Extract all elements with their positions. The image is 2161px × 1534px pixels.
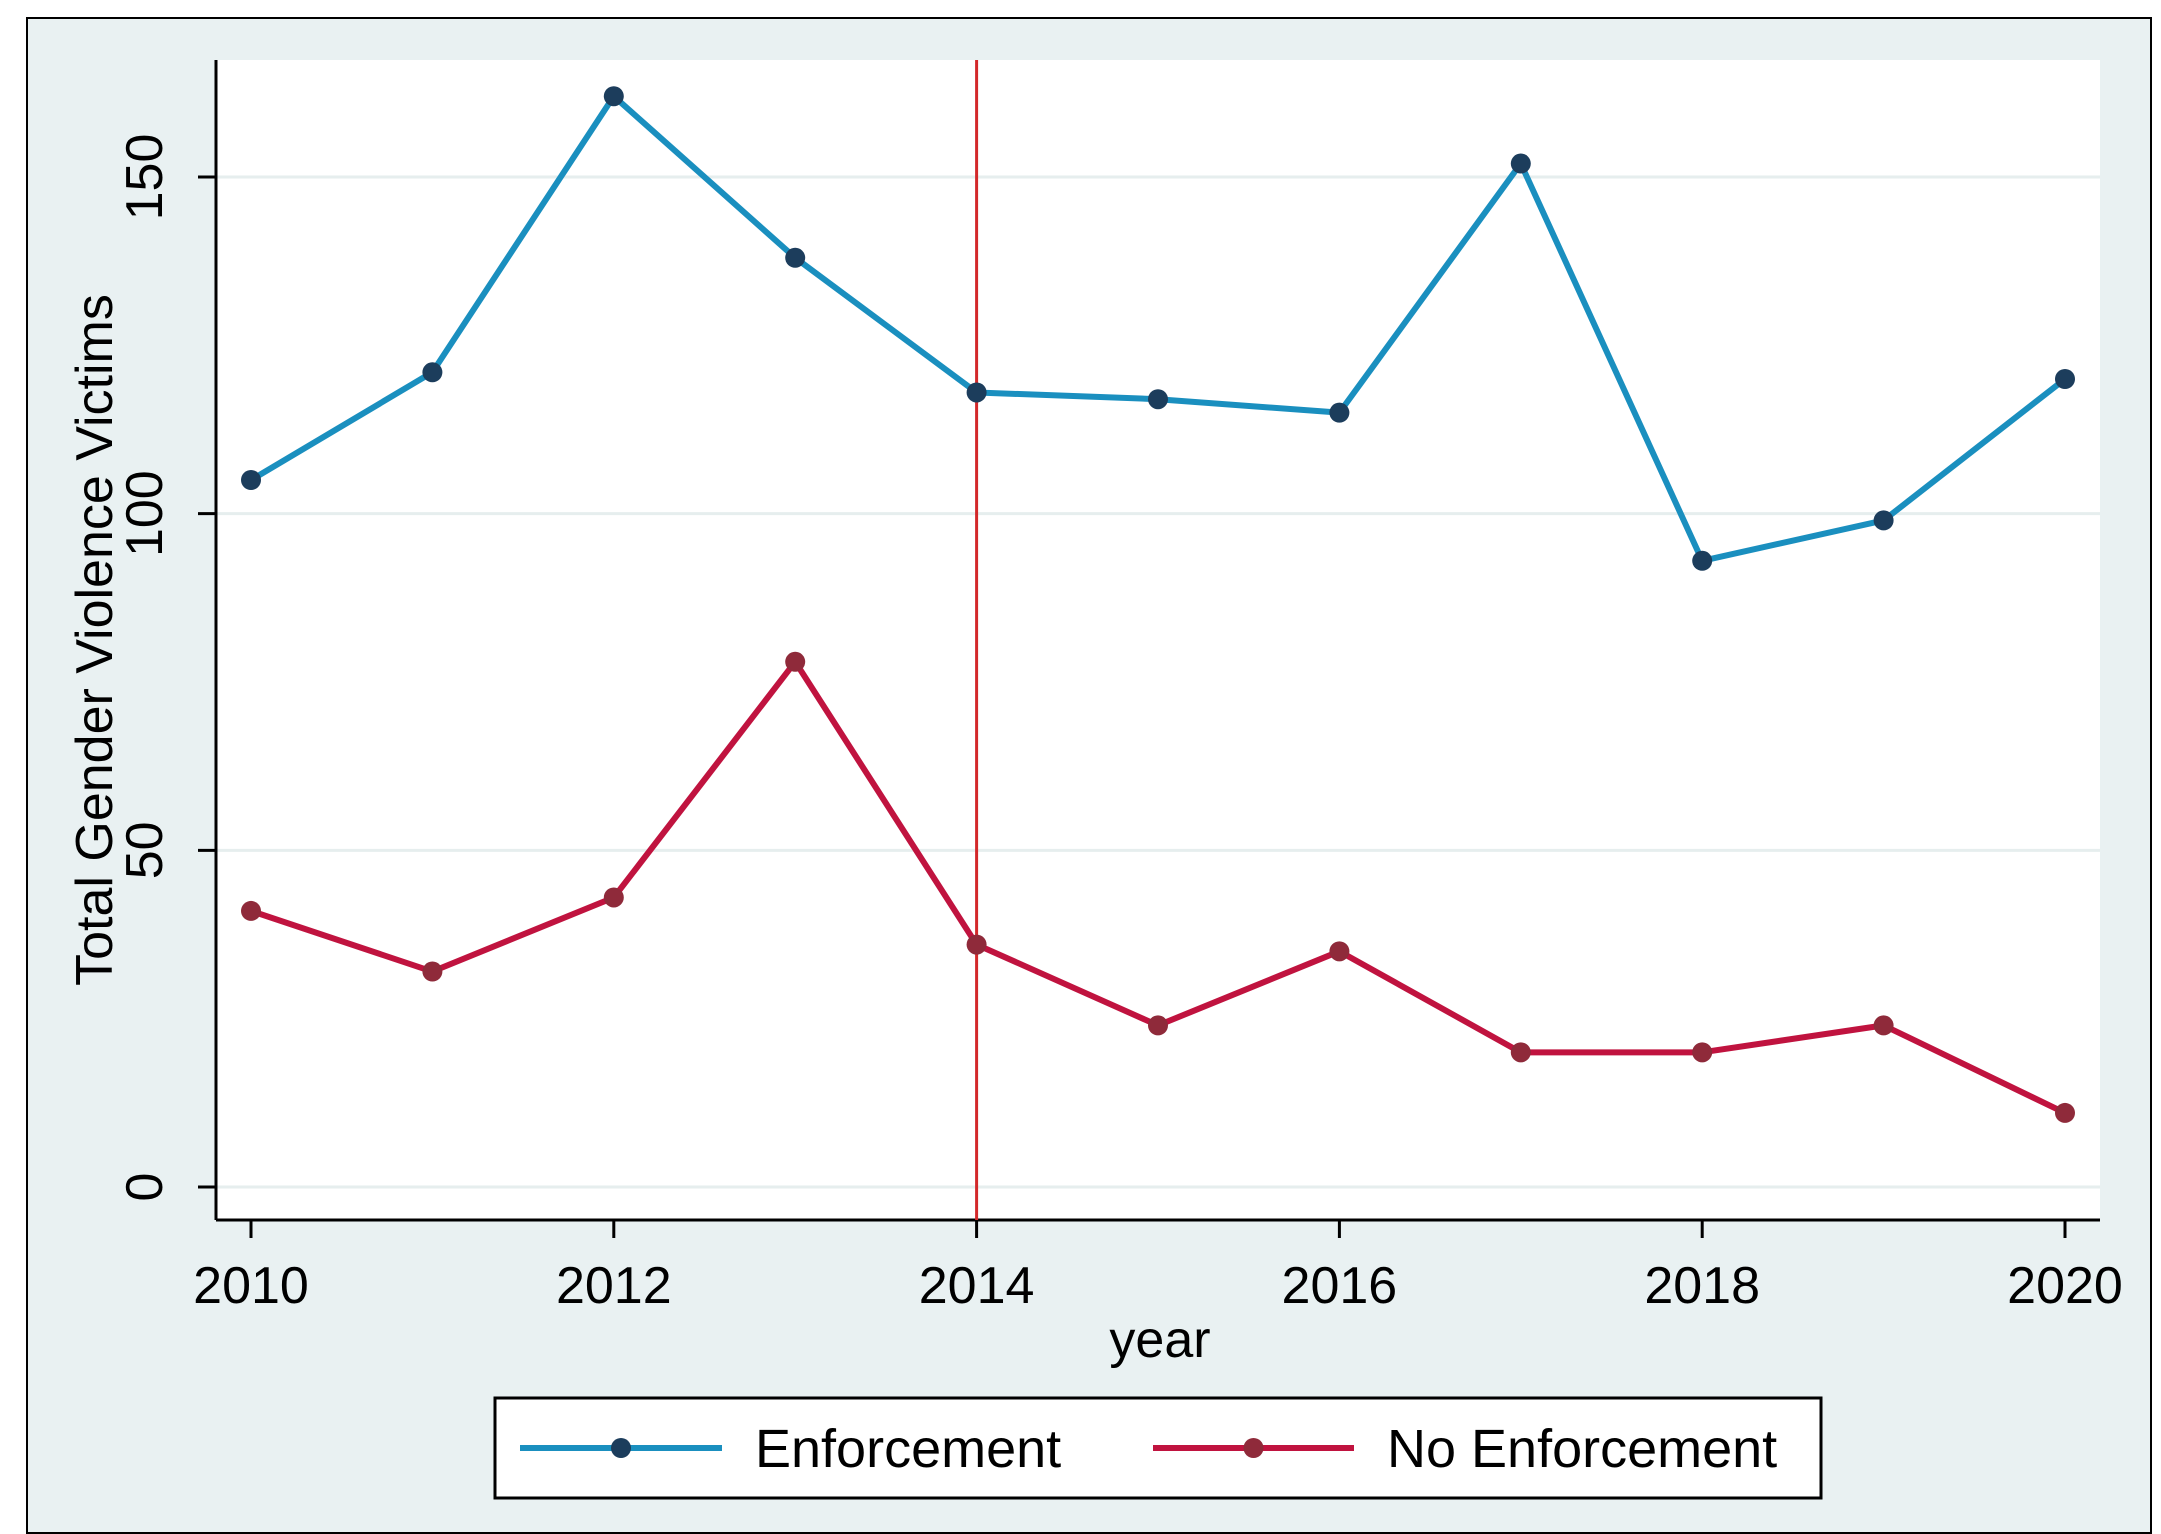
- data-point-enforcement: [1873, 510, 1894, 531]
- data-point-enforcement: [2055, 369, 2075, 389]
- data-point-enforcement: [966, 382, 987, 403]
- data-point-enforcement: [603, 86, 624, 107]
- x-tick-label: 2020: [2007, 1257, 2123, 1315]
- x-tick-label: 2010: [193, 1257, 309, 1315]
- data-point-no-enforcement: [966, 934, 987, 955]
- data-point-no-enforcement: [422, 961, 443, 982]
- x-tick-label: 2016: [1282, 1257, 1398, 1315]
- x-tick-label: 2012: [556, 1257, 672, 1315]
- y-tick-label: 50: [116, 821, 174, 879]
- x-tick-label: 2014: [919, 1257, 1035, 1315]
- data-point-no-enforcement: [1692, 1042, 1713, 1063]
- legend-label-no-enforcement: No Enforcement: [1387, 1419, 1777, 1479]
- data-point-enforcement: [1329, 402, 1350, 423]
- y-tick-label: 150: [116, 134, 174, 221]
- plot-area: [216, 60, 2100, 1220]
- data-point-no-enforcement: [785, 651, 806, 672]
- legend-marker-no-enforcement: [1243, 1438, 1264, 1458]
- x-tick-label: 2018: [1644, 1257, 1760, 1315]
- data-point-no-enforcement: [1510, 1042, 1531, 1063]
- data-point-enforcement: [785, 247, 806, 268]
- legend-label-enforcement: Enforcement: [755, 1419, 1061, 1479]
- y-tick-label: 100: [116, 470, 174, 557]
- y-axis-title: Total Gender Violence Victims: [66, 294, 124, 986]
- data-point-no-enforcement: [1329, 941, 1350, 962]
- data-point-no-enforcement: [1873, 1015, 1894, 1036]
- data-point-enforcement: [1692, 550, 1713, 571]
- data-point-no-enforcement: [2055, 1102, 2075, 1123]
- data-point-enforcement: [1148, 389, 1168, 410]
- data-point-no-enforcement: [241, 900, 261, 921]
- y-tick-label: 0: [116, 1173, 174, 1202]
- data-point-enforcement: [1510, 153, 1531, 174]
- legend-marker-enforcement: [611, 1438, 631, 1458]
- x-axis-title: year: [1109, 1311, 1210, 1369]
- data-point-enforcement: [422, 362, 443, 383]
- data-point-enforcement: [241, 470, 261, 490]
- data-point-no-enforcement: [1148, 1015, 1168, 1036]
- data-point-no-enforcement: [603, 887, 624, 908]
